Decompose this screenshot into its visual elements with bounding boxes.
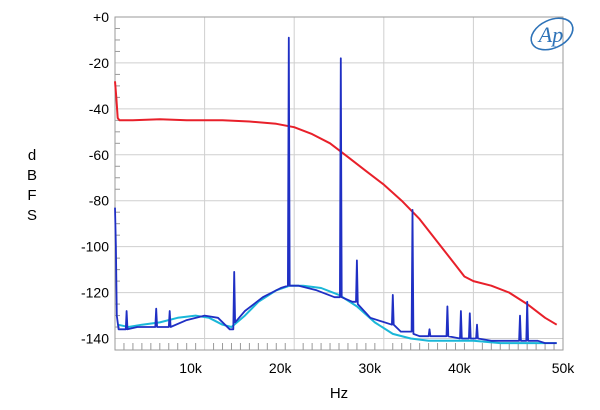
y-tick-label: -140 bbox=[81, 331, 109, 347]
series-line-3 bbox=[114, 36, 557, 345]
x-tick-label: 50k bbox=[552, 360, 576, 376]
y-axis-title-letter: B bbox=[27, 167, 37, 184]
series-group bbox=[114, 36, 558, 345]
y-tick-labels: +0 -20 -40 -60 -80 -100 -120 -140 bbox=[81, 9, 109, 347]
ap-logo-text: Ap bbox=[537, 22, 563, 47]
y-tick-label: -100 bbox=[81, 239, 109, 255]
x-tick-label: 30k bbox=[359, 360, 383, 376]
y-tick-label: -80 bbox=[89, 193, 109, 209]
x-tick-label: 40k bbox=[448, 360, 472, 376]
y-axis-title-letter: d bbox=[28, 147, 36, 164]
ap-logo-ring bbox=[530, 17, 574, 51]
plot-background bbox=[115, 17, 563, 350]
y-axis-title-letter: S bbox=[27, 207, 37, 224]
y-tick-label: -120 bbox=[81, 285, 109, 301]
x-tick-labels: 10k 20k 30k 40k 50k bbox=[179, 360, 575, 376]
y-tick-label: -60 bbox=[89, 147, 109, 163]
x-axis-title: Hz bbox=[330, 385, 348, 402]
y-tick-label: -20 bbox=[89, 55, 109, 71]
ap-logo: Ap bbox=[530, 17, 574, 51]
y-tick-label: +0 bbox=[93, 9, 109, 25]
plot-frame bbox=[114, 16, 564, 351]
y-tick-label: -40 bbox=[89, 101, 109, 117]
x-tick-label: 20k bbox=[269, 360, 293, 376]
series-line-1 bbox=[114, 81, 558, 326]
y-axis-title-letter: F bbox=[27, 187, 36, 204]
x-tick-label: 10k bbox=[179, 360, 203, 376]
